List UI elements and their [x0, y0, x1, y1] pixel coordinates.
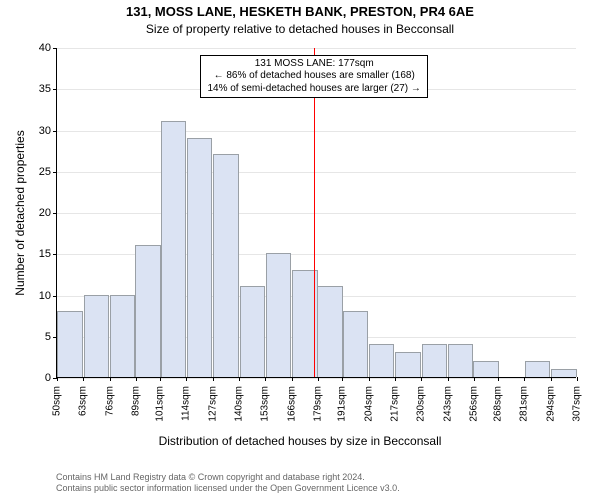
y-tick [53, 296, 57, 297]
y-tick-label: 10 [39, 290, 51, 302]
x-tick-label: 166sqm [286, 386, 297, 422]
histogram-bar [135, 245, 160, 377]
annotation-line: 131 MOSS LANE: 177sqm [207, 58, 420, 71]
histogram-bar [161, 121, 186, 377]
x-tick [265, 377, 266, 381]
y-axis-label: Number of detached properties [13, 130, 27, 295]
footer-text: Contains HM Land Registry data © Crown c… [56, 472, 600, 495]
gridline-h [57, 131, 576, 132]
annotation-line: 14% of semi-detached houses are larger (… [207, 83, 420, 96]
chart-subtitle: Size of property relative to detached ho… [0, 22, 600, 36]
x-tick-label: 230sqm [416, 386, 427, 422]
histogram-bar [187, 138, 212, 377]
x-tick [57, 377, 58, 381]
x-tick [448, 377, 449, 381]
histogram-bar [422, 344, 447, 377]
x-tick [239, 377, 240, 381]
histogram-bar [57, 311, 82, 377]
x-tick-label: 140sqm [234, 386, 245, 422]
footer-line: Contains HM Land Registry data © Crown c… [56, 472, 600, 483]
y-tick-label: 30 [39, 125, 51, 137]
x-tick [395, 377, 396, 381]
gridline-h [57, 213, 576, 214]
histogram-bar [213, 154, 238, 377]
x-tick-label: 217sqm [389, 386, 400, 422]
y-tick-label: 25 [39, 166, 51, 178]
y-tick [53, 254, 57, 255]
marker-annotation: 131 MOSS LANE: 177sqm← 86% of detached h… [200, 55, 427, 99]
y-tick [53, 337, 57, 338]
x-tick [213, 377, 214, 381]
x-tick [524, 377, 525, 381]
y-tick [53, 172, 57, 173]
x-tick-label: 256sqm [468, 386, 479, 422]
x-tick [577, 377, 578, 381]
x-tick-label: 50sqm [52, 386, 63, 416]
x-tick-label: 268sqm [493, 386, 504, 422]
x-tick-label: 294sqm [545, 386, 556, 422]
y-tick [53, 213, 57, 214]
x-tick-label: 307sqm [572, 386, 583, 422]
x-tick [160, 377, 161, 381]
x-tick-label: 63sqm [78, 386, 89, 416]
y-tick-label: 40 [39, 42, 51, 54]
histogram-bar [448, 344, 473, 377]
footer-line: Contains public sector information licen… [56, 483, 600, 494]
x-tick-label: 281sqm [519, 386, 530, 422]
x-tick-label: 243sqm [442, 386, 453, 422]
histogram-bar [551, 369, 576, 377]
histogram-bar [525, 361, 550, 378]
histogram-bar [84, 295, 109, 378]
y-tick-label: 20 [39, 207, 51, 219]
histogram-bar [266, 253, 291, 377]
histogram-bar [395, 352, 420, 377]
x-tick [83, 377, 84, 381]
page-root: 131, MOSS LANE, HESKETH BANK, PRESTON, P… [0, 0, 600, 500]
x-tick-label: 179sqm [313, 386, 324, 422]
histogram-bar [240, 286, 265, 377]
x-tick [474, 377, 475, 381]
annotation-line: ← 86% of detached houses are smaller (16… [207, 70, 420, 83]
y-tick-label: 35 [39, 83, 51, 95]
y-tick-label: 5 [45, 331, 51, 343]
x-tick [498, 377, 499, 381]
x-tick-label: 89sqm [130, 386, 141, 416]
x-tick-label: 127sqm [207, 386, 218, 422]
x-axis-label: Distribution of detached houses by size … [0, 434, 600, 448]
x-tick-label: 101sqm [155, 386, 166, 422]
x-tick [292, 377, 293, 381]
y-tick [53, 89, 57, 90]
histogram-bar [343, 311, 368, 377]
y-tick-label: 15 [39, 248, 51, 260]
histogram-bar [473, 361, 498, 378]
x-tick-label: 76sqm [104, 386, 115, 416]
x-tick-label: 114sqm [181, 386, 192, 421]
gridline-h [57, 48, 576, 49]
x-tick [342, 377, 343, 381]
x-tick [110, 377, 111, 381]
x-tick [136, 377, 137, 381]
histogram-bar [110, 295, 135, 378]
y-tick [53, 48, 57, 49]
x-tick [421, 377, 422, 381]
x-tick-label: 204sqm [363, 386, 374, 422]
x-tick [186, 377, 187, 381]
plot-area: 051015202530354050sqm63sqm76sqm89sqm101s… [56, 48, 576, 378]
y-tick [53, 131, 57, 132]
x-tick [318, 377, 319, 381]
x-tick-label: 153sqm [260, 386, 271, 422]
x-tick [369, 377, 370, 381]
x-tick [551, 377, 552, 381]
histogram-bar [317, 286, 342, 377]
x-tick-label: 191sqm [337, 386, 348, 422]
gridline-h [57, 172, 576, 173]
y-tick-label: 0 [45, 372, 51, 384]
histogram-bar [369, 344, 394, 377]
chart-title: 131, MOSS LANE, HESKETH BANK, PRESTON, P… [0, 4, 600, 19]
